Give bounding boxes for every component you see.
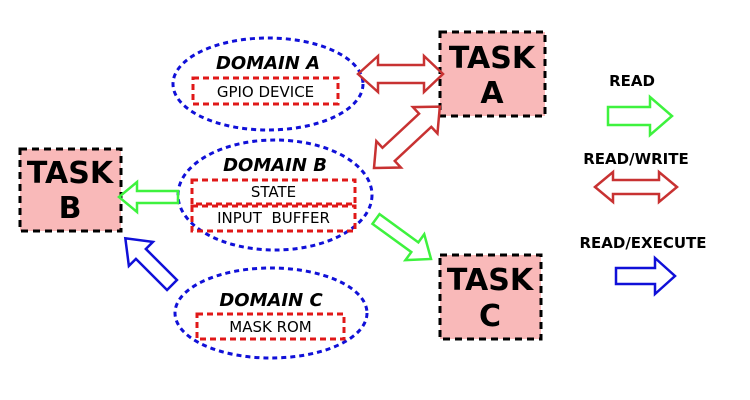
resource-input-buffer [190,204,357,233]
legend-read-execute-label: READ/EXECUTE [579,234,706,252]
domain-a-boundary [171,36,365,132]
domain-a: DOMAIN A GPIO DEVICE [171,36,365,132]
arrow-domain-b-task-b-read [117,179,180,215]
legend-read-write-label: READ/WRITE [583,150,689,168]
task-b-letter: B [59,191,82,226]
task-c-box [438,253,543,341]
domain-b: DOMAIN B STATE INPUT BUFFER [176,138,374,252]
domain-a-title: DOMAIN A [216,53,320,74]
task-a-box [438,30,547,118]
resource-mask-rom-label: MASK ROM [229,318,312,336]
resource-input-buffer-label: INPUT BUFFER [217,209,330,227]
resource-gpio-device [191,76,340,106]
arrow-domain-c-task-b-read-execute [123,236,179,292]
domain-c-boundary [173,266,369,360]
task-a-name: TASK [449,41,537,76]
task-c-letter: C [479,299,501,334]
arrow-domain-b-task-c-read [370,212,433,262]
domain-b-title: DOMAIN B [223,155,327,176]
task-b-box [18,147,123,233]
legend-read-write-arrow [593,169,679,205]
task-c-name: TASK [447,263,535,298]
task-a: TASK A [438,30,547,118]
task-c: TASK C [438,253,543,341]
resource-state [190,178,357,206]
legend: READ READ/WRITE READ/EXECUTE [579,72,707,297]
resource-state-label: STATE [251,183,296,201]
legend-read-arrow [606,94,674,138]
task-b-name: TASK [27,156,115,191]
domain-b-boundary [176,138,374,252]
resource-mask-rom [195,312,346,341]
legend-read-execute-arrow [614,255,677,297]
legend-read-label: READ [609,72,655,90]
arrow-domain-a-task-a-read-write [356,53,445,95]
task-b: TASK B [18,147,123,233]
domain-c-title: DOMAIN C [219,290,323,311]
domain-c: DOMAIN C MASK ROM [173,266,369,360]
resource-gpio-device-label: GPIO DEVICE [217,83,314,101]
task-a-letter: A [480,76,504,111]
arrow-domain-b-task-a-read-write [372,105,442,170]
